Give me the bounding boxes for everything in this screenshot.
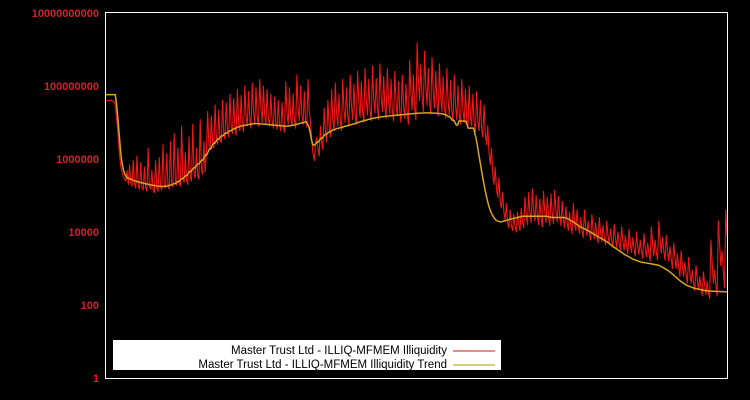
y-axis-tick-label: 10000000000 [32,8,99,20]
plot-frame [105,12,728,379]
y-axis-tick-label: 1 [93,373,99,385]
chart-legend[interactable]: Master Trust Ltd - ILLIQ-MFMEM Illiquidi… [113,340,501,371]
y-axis-tick-labels: 10000000000 100000000 1000000 10000 100 1 [32,8,99,385]
legend-background [113,340,501,370]
legend-entry-label: Master Trust Ltd - ILLIQ-MFMEM Illiquidi… [231,345,447,357]
data-series-layer [106,42,727,300]
legend-entry-label: Master Trust Ltd - ILLIQ-MFMEM Illiquidi… [198,359,447,371]
y-axis-tick-label: 100000000 [44,81,99,93]
y-axis-tick-label: 100 [81,300,99,312]
series-illiquidity-line [106,42,727,300]
y-axis-tick-label: 10000 [68,227,99,239]
series-illiquidity-trend-line [106,93,727,293]
y-axis-tick-label: 1000000 [56,154,99,166]
